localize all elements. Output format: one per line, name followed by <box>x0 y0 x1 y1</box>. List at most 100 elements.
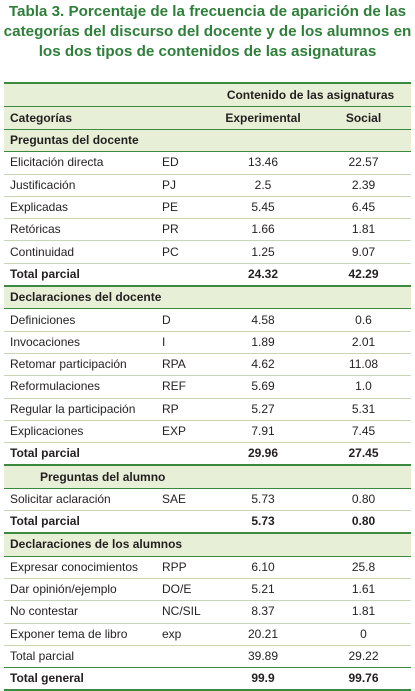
category-code: ED <box>162 155 179 170</box>
social-value: 22.57 <box>348 155 379 170</box>
category-label: No contestar <box>10 604 79 619</box>
subtotal-row: Total parcial 29.96 27.45 <box>4 443 411 466</box>
experimental-value: 5.45 <box>251 200 275 215</box>
social-value: 0 <box>360 626 367 641</box>
experimental-value: 8.37 <box>251 604 275 619</box>
section-title: Preguntas del alumno <box>4 465 411 489</box>
grand-total-label: Total general <box>10 671 84 686</box>
category-code: RPA <box>162 357 186 372</box>
section-title: Declaraciones de los alumnos <box>4 533 411 557</box>
grand-total-row: Total general 99.9 99.76 <box>4 668 411 691</box>
header-experimental: Experimental <box>210 106 316 130</box>
category-code: exp <box>162 626 182 641</box>
category-code: RP <box>162 401 179 416</box>
category-code: D <box>162 312 171 327</box>
section-title: Preguntas del docente <box>4 129 411 152</box>
category-label: Justificación <box>10 177 76 192</box>
frequency-table: Contenido de las asignaturas Categorías … <box>4 82 411 691</box>
section-header: Declaraciones de los alumnos <box>4 533 411 557</box>
title-line-2: categorías del discurso del docente y de… <box>3 23 412 40</box>
social-value: 1.61 <box>351 582 376 597</box>
table-title: Tabla 3. Porcentaje de la frecuencia de … <box>0 2 415 62</box>
category-label: Retomar participación <box>10 357 127 372</box>
header-group-row: Contenido de las asignaturas <box>4 83 411 107</box>
category-code: PE <box>162 200 179 215</box>
social-value: 1.81 <box>351 604 376 619</box>
category-code: RPP <box>162 559 187 574</box>
header-group-label: Contenido de las asignaturas <box>210 83 411 107</box>
category-label: Invocaciones <box>10 334 81 349</box>
experimental-value: 5.69 <box>251 379 275 394</box>
category-code: PJ <box>162 177 177 192</box>
category-code: PC <box>162 244 179 259</box>
social-value: 0.6 <box>355 312 372 327</box>
header-categorias: Categorías <box>4 106 210 130</box>
category-label: Definiciones <box>10 312 76 327</box>
subtotal-row: Total parcial 24.32 42.29 <box>4 263 411 287</box>
subtotal-experimental: 39.89 <box>247 648 279 663</box>
category-label: Reformulaciones <box>10 379 101 394</box>
category-code: DO/E <box>162 582 192 597</box>
subtotal-row: Total parcial 5.73 0.80 <box>4 511 411 534</box>
experimental-value: 4.58 <box>251 312 275 327</box>
category-code: REF <box>162 379 186 394</box>
category-label: Solicitar aclaración <box>10 491 111 506</box>
section-header: Declaraciones del docente <box>4 286 411 309</box>
social-value: 0.80 <box>351 491 376 506</box>
subtotal-label: Total parcial <box>10 446 80 461</box>
subtotal-experimental: 29.96 <box>247 446 279 461</box>
table-row: Dar opinión/ejemplo DO/E 5.21 1.61 <box>4 578 411 601</box>
social-value: 5.31 <box>351 401 376 416</box>
table-row: Elicitación directa ED 13.46 22.57 <box>4 152 411 175</box>
category-label: Regular la participación <box>10 401 136 416</box>
subtotal-experimental: 24.32 <box>247 266 279 281</box>
table-row: Solicitar aclaración SAE 5.73 0.80 <box>4 488 411 511</box>
experimental-value: 5.27 <box>251 401 275 416</box>
category-label: Explicadas <box>10 200 69 215</box>
subtotal-label: Total parcial <box>10 514 80 529</box>
social-value: 25.8 <box>351 559 376 574</box>
table-row: Expresar conocimientos RPP 6.10 25.8 <box>4 556 411 579</box>
title-line-1: Tabla 3. Porcentaje de la frecuencia de … <box>8 3 407 20</box>
grand-total-experimental: 99.9 <box>251 671 275 686</box>
experimental-value: 13.46 <box>247 155 279 170</box>
category-label: Elicitación directa <box>10 155 104 170</box>
category-label: Explicaciones <box>10 424 84 438</box>
social-value: 7.45 <box>351 424 376 438</box>
experimental-value: 1.66 <box>251 222 275 237</box>
table-row: Explicadas PE 5.45 6.45 <box>4 196 411 219</box>
section-title: Declaraciones del docente <box>4 286 411 309</box>
header-row: Categorías Experimental Social <box>4 106 411 130</box>
category-label: Retóricas <box>10 222 61 237</box>
category-code: I <box>162 334 166 349</box>
category-code: NC/SIL <box>162 604 201 619</box>
experimental-value: 4.62 <box>251 357 275 372</box>
category-label: Continuidad <box>10 244 75 259</box>
subtotal-row: Total parcial 39.89 29.22 <box>4 645 411 668</box>
social-value: 2.39 <box>351 177 376 192</box>
category-label: Exponer tema de libro <box>10 626 128 641</box>
experimental-value: 20.21 <box>247 626 279 641</box>
social-value: 11.08 <box>348 357 379 372</box>
table-row: Explicaciones EXP 7.91 7.45 <box>4 420 411 443</box>
subtotal-label: Total parcial <box>10 648 75 663</box>
experimental-value: 7.91 <box>251 424 275 438</box>
category-code: PR <box>162 222 179 237</box>
social-value: 1.81 <box>351 222 376 237</box>
subtotal-social: 29.22 <box>348 648 379 663</box>
title-line-3: los dos tipos de contenidos de las asign… <box>38 43 377 60</box>
category-code: SAE <box>162 491 187 506</box>
subtotal-social: 27.45 <box>348 446 379 461</box>
table-row: Retomar participación RPA 4.62 11.08 <box>4 353 411 376</box>
table-row: Invocaciones I 1.89 2.01 <box>4 331 411 354</box>
header-social: Social <box>316 106 411 130</box>
subtotal-experimental: 5.73 <box>251 514 275 529</box>
social-value: 6.45 <box>351 200 376 215</box>
table-row: Definiciones D 4.58 0.6 <box>4 309 411 332</box>
experimental-value: 2.5 <box>254 177 272 192</box>
grand-total-social: 99.76 <box>348 671 379 686</box>
table-row: Continuidad PC 1.25 9.07 <box>4 241 411 264</box>
table-row: No contestar NC/SIL 8.37 1.81 <box>4 601 411 624</box>
table-row: Retóricas PR 1.66 1.81 <box>4 219 411 241</box>
table-row: Exponer tema de libro exp 20.21 0 <box>4 623 411 646</box>
